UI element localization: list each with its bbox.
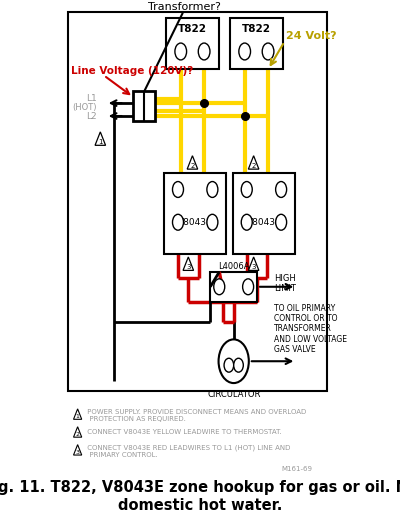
Bar — [230, 17, 283, 69]
Circle shape — [276, 182, 287, 198]
Text: CIRCULATOR: CIRCULATOR — [207, 390, 260, 399]
Text: 3: 3 — [251, 264, 256, 270]
Circle shape — [198, 43, 210, 60]
Text: L2: L2 — [86, 111, 97, 120]
Text: 2: 2 — [252, 163, 256, 169]
Text: 3: 3 — [76, 450, 80, 455]
Text: T822: T822 — [178, 24, 207, 34]
Text: 1: 1 — [76, 414, 80, 419]
Circle shape — [214, 279, 225, 295]
Circle shape — [175, 43, 186, 60]
Bar — [233, 173, 295, 254]
Text: L4006A: L4006A — [218, 262, 250, 271]
Bar — [133, 91, 155, 121]
Circle shape — [262, 43, 274, 60]
Text: 2: 2 — [76, 432, 80, 437]
Circle shape — [172, 214, 184, 230]
Circle shape — [234, 358, 243, 372]
Bar — [210, 272, 257, 302]
Text: (HOT): (HOT) — [72, 103, 97, 112]
Circle shape — [239, 43, 250, 60]
Text: Line Voltage (120V)?: Line Voltage (120V)? — [71, 66, 193, 76]
Text: 24 Volt?: 24 Volt? — [286, 31, 336, 41]
Text: HIGH
LIMIT: HIGH LIMIT — [274, 274, 296, 293]
Circle shape — [224, 358, 234, 372]
Text: 3: 3 — [186, 264, 190, 270]
Circle shape — [276, 214, 287, 230]
Text: V8043E: V8043E — [247, 218, 281, 227]
Text: Fig. 11. T822, V8043E zone hookup for gas or oil. No
domestic hot water.: Fig. 11. T822, V8043E zone hookup for ga… — [0, 480, 400, 513]
Circle shape — [207, 214, 218, 230]
Circle shape — [218, 339, 249, 383]
Text: CONNECT V8043E RED LEADWIRES TO L1 (HOT) LINE AND
  PRIMARY CONTROL.: CONNECT V8043E RED LEADWIRES TO L1 (HOT)… — [85, 445, 290, 458]
Text: M161-69: M161-69 — [281, 466, 312, 472]
Bar — [166, 17, 219, 69]
Text: L1: L1 — [86, 94, 97, 103]
Text: T822: T822 — [242, 24, 271, 34]
Text: 1: 1 — [98, 139, 102, 145]
Text: 2: 2 — [190, 163, 195, 169]
Text: TO OIL PRIMARY
CONTROL OR TO
TRANSFORMER
AND LOW VOLTAGE
GAS VALVE: TO OIL PRIMARY CONTROL OR TO TRANSFORMER… — [274, 304, 347, 354]
Bar — [164, 173, 226, 254]
Circle shape — [172, 182, 184, 198]
Circle shape — [207, 182, 218, 198]
Circle shape — [241, 182, 252, 198]
Text: CONNECT V8043E YELLOW LEADWIRE TO THERMOSTAT.: CONNECT V8043E YELLOW LEADWIRE TO THERMO… — [85, 429, 282, 435]
Bar — [68, 12, 327, 391]
Text: POWER SUPPLY. PROVIDE DISCONNECT MEANS AND OVERLOAD
  PROTECTION AS REQUIRED.: POWER SUPPLY. PROVIDE DISCONNECT MEANS A… — [85, 409, 306, 422]
Text: V8043E: V8043E — [178, 218, 212, 227]
Circle shape — [241, 214, 252, 230]
Circle shape — [243, 279, 254, 295]
Text: Transformer?: Transformer? — [148, 2, 221, 12]
